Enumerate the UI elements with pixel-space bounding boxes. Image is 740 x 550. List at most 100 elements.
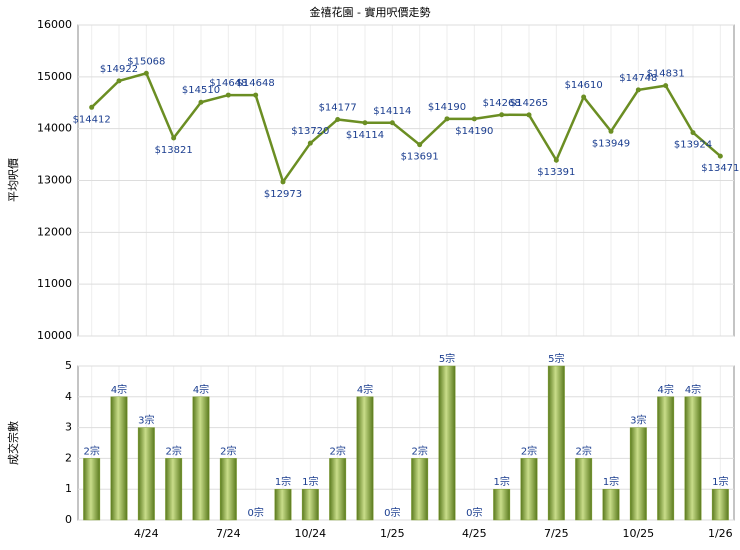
y-tick-label: 11000 xyxy=(37,277,72,290)
point xyxy=(526,112,532,118)
bar xyxy=(602,488,620,521)
point xyxy=(663,83,669,89)
point xyxy=(89,104,95,110)
value-label: $14265 xyxy=(510,98,548,109)
value-label: $15068 xyxy=(127,56,165,67)
point xyxy=(444,116,450,122)
bar xyxy=(301,488,319,521)
value-label: 3宗 xyxy=(630,414,646,427)
bar xyxy=(657,396,675,521)
x-tick-label: 1/26 xyxy=(708,527,733,540)
value-label: $14412 xyxy=(73,114,111,125)
bar xyxy=(192,396,210,521)
x-tick-label: 7/25 xyxy=(544,527,569,540)
value-label: 1宗 xyxy=(302,475,318,488)
value-label: 5宗 xyxy=(439,352,455,365)
value-label: 2宗 xyxy=(329,444,345,457)
y-tick-label: 5 xyxy=(65,359,72,372)
y-axis-label: 平均呎價 xyxy=(6,158,20,202)
y-tick-label: 3 xyxy=(65,421,72,434)
bar xyxy=(219,458,237,521)
value-label: 4宗 xyxy=(657,383,673,396)
point xyxy=(635,87,641,93)
value-label: $14831 xyxy=(647,69,685,80)
point xyxy=(417,142,423,148)
bar xyxy=(493,488,511,521)
point xyxy=(116,78,122,84)
y-tick-label: 14000 xyxy=(37,122,72,135)
point xyxy=(225,92,231,98)
y-tick-label: 12000 xyxy=(37,225,72,238)
point xyxy=(608,128,614,134)
bar xyxy=(711,488,729,521)
bar xyxy=(356,396,374,521)
line xyxy=(90,71,722,185)
value-label: 3宗 xyxy=(138,414,154,427)
value-label: $13924 xyxy=(674,140,712,151)
value-label: $14114 xyxy=(346,130,384,141)
value-label: 2宗 xyxy=(83,444,99,457)
point xyxy=(471,116,477,122)
value-label: $14190 xyxy=(428,102,466,113)
value-label: 0宗 xyxy=(247,506,263,519)
y-tick-label: 15000 xyxy=(37,70,72,83)
value-label: 2宗 xyxy=(411,444,427,457)
value-label: $13691 xyxy=(401,152,439,163)
value-label: 1宗 xyxy=(603,475,619,488)
bar xyxy=(137,427,155,521)
bar xyxy=(165,458,183,521)
x-tick-label: 10/25 xyxy=(622,527,654,540)
value-label: $14610 xyxy=(565,80,603,91)
point xyxy=(581,94,587,100)
value-label: $12973 xyxy=(264,189,302,200)
value-label: 0宗 xyxy=(466,506,482,519)
value-label: 1宗 xyxy=(712,475,728,488)
value-label: 1宗 xyxy=(275,475,291,488)
y-tick-label: 13000 xyxy=(37,174,72,187)
value-label: $13720 xyxy=(291,126,329,137)
value-label: $14922 xyxy=(100,64,138,75)
x-tick-label: 4/25 xyxy=(462,527,487,540)
point xyxy=(198,99,204,105)
y-tick-label: 2 xyxy=(65,451,72,464)
value-label: $13391 xyxy=(537,167,575,178)
y-tick-label: 16000 xyxy=(37,18,72,31)
value-label: $14177 xyxy=(319,102,357,113)
point xyxy=(143,70,149,76)
y-tick-label: 1 xyxy=(65,482,72,495)
value-label: 0宗 xyxy=(384,506,400,519)
x-tick-label: 10/24 xyxy=(294,527,326,540)
y-tick-label: 10000 xyxy=(37,329,72,342)
y-tick-label: 4 xyxy=(65,390,72,403)
value-label: 2宗 xyxy=(575,444,591,457)
value-label: $13821 xyxy=(155,145,193,156)
bar xyxy=(110,396,128,521)
bar xyxy=(274,488,292,521)
bar xyxy=(329,458,347,521)
value-label: $14114 xyxy=(373,106,411,117)
bar xyxy=(547,365,565,521)
point xyxy=(335,116,341,122)
value-label: 1宗 xyxy=(493,475,509,488)
value-label: $13471 xyxy=(701,163,739,174)
value-label: 2宗 xyxy=(521,444,537,457)
point xyxy=(553,157,559,163)
value-label: $13949 xyxy=(592,138,630,149)
bar xyxy=(520,458,538,521)
x-tick-label: 7/24 xyxy=(216,527,241,540)
value-label: 5宗 xyxy=(548,352,564,365)
point xyxy=(253,92,259,98)
point xyxy=(499,112,505,118)
point xyxy=(307,140,313,146)
value-label: 2宗 xyxy=(165,444,181,457)
value-label: 4宗 xyxy=(357,383,373,396)
value-label: 2宗 xyxy=(220,444,236,457)
x-tick-label: 4/24 xyxy=(134,527,159,540)
point xyxy=(690,130,696,136)
bar xyxy=(575,458,593,521)
value-label: $14748 xyxy=(619,73,657,84)
value-label: 4宗 xyxy=(685,383,701,396)
x-tick-label: 1/25 xyxy=(380,527,405,540)
value-label: $14268 xyxy=(483,98,521,109)
